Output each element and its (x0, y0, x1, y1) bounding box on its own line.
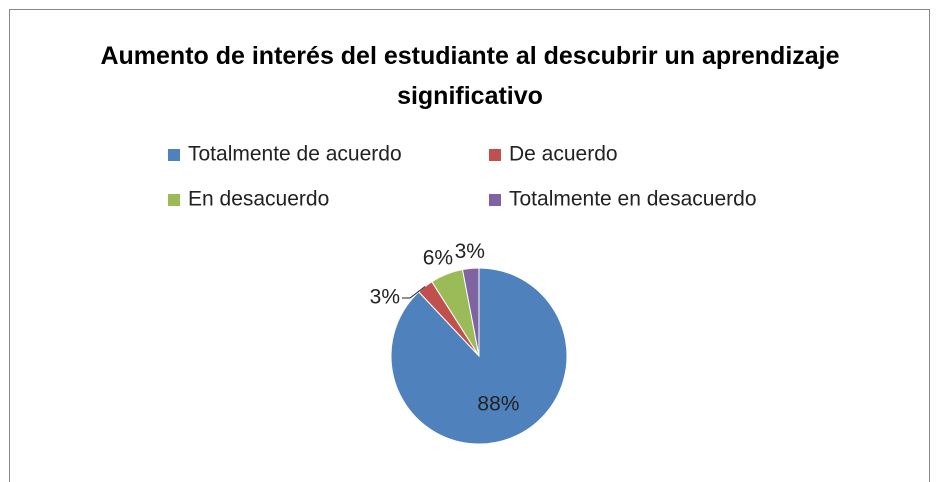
legend-label: Totalmente en desacuerdo (509, 188, 757, 211)
legend-label: De acuerdo (509, 143, 618, 166)
chart-title: Aumento de interés del estudiante al des… (100, 42, 840, 110)
leader-line (402, 286, 426, 299)
legend-swatch (168, 149, 180, 161)
legend-label: En desacuerdo (188, 188, 329, 211)
pie-slice (461, 267, 480, 357)
chart-border (9, 9, 930, 482)
data-label: 88% (477, 393, 519, 416)
legend-swatch (489, 194, 501, 206)
data-label: 3% (455, 240, 485, 263)
data-label: 3% (370, 286, 400, 309)
data-label: 6% (423, 246, 453, 269)
legend-label: Totalmente de acuerdo (188, 143, 402, 166)
legend-swatch (168, 194, 180, 206)
legend-swatch (489, 149, 501, 161)
